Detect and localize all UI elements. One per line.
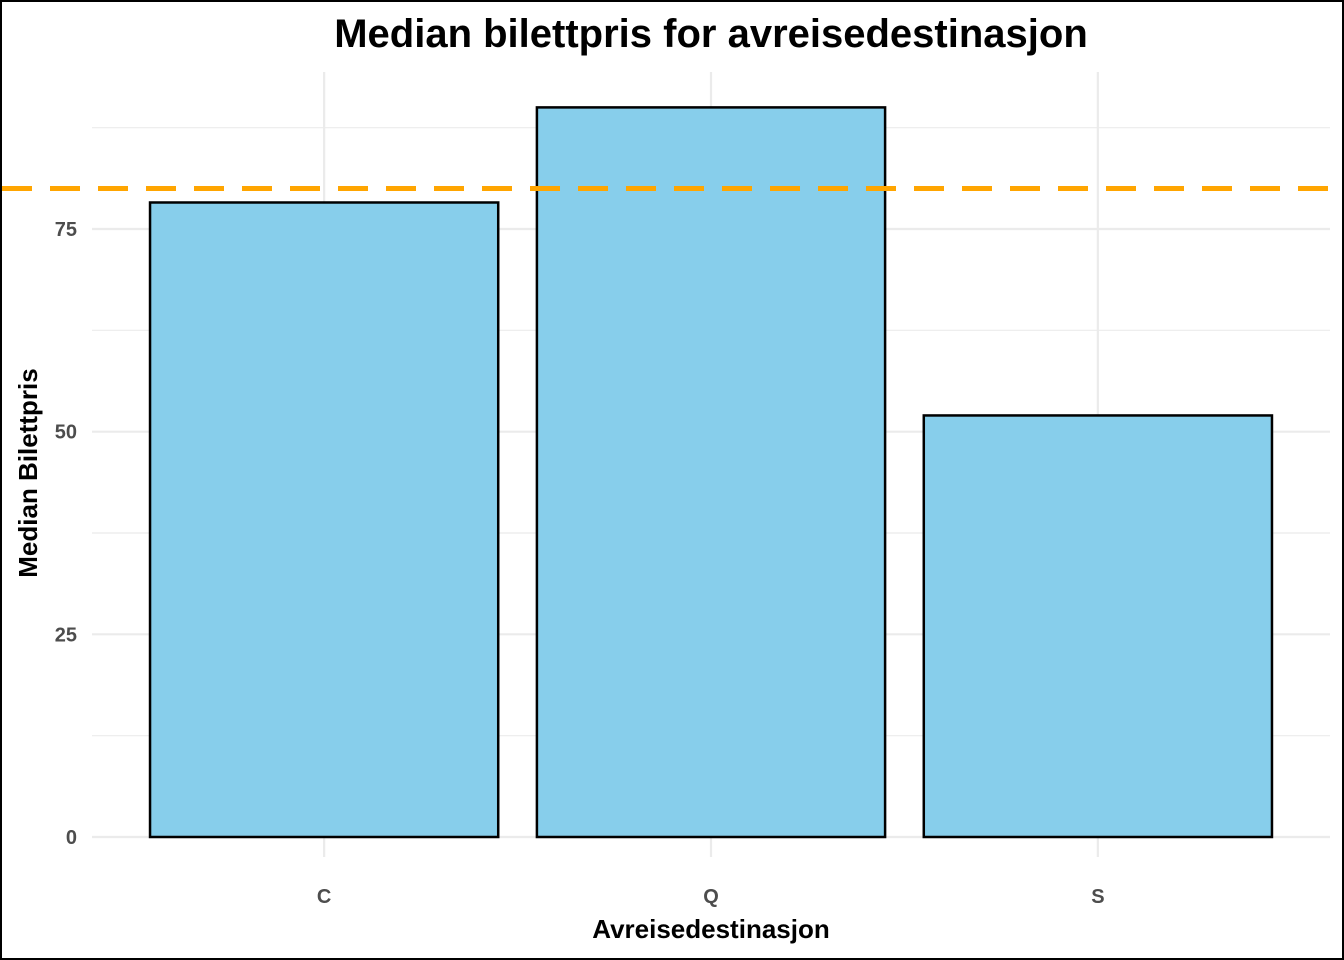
tick-labels: 0 25 50 75 C Q S [55, 219, 1105, 908]
x-tick-label: S [1091, 886, 1104, 908]
y-tick-label: 50 [55, 422, 77, 444]
y-axis-title: Median Bilettpris [13, 368, 43, 577]
y-tick-label: 75 [55, 219, 77, 241]
y-tick-label: 0 [66, 827, 77, 849]
bar-q [535, 106, 887, 839]
x-tick-label: C [317, 886, 331, 908]
bars [148, 106, 1274, 839]
bar-s [922, 414, 1274, 839]
bar-c [148, 201, 500, 839]
y-tick-label: 25 [55, 624, 77, 646]
x-axis-title: Avreisedestinasjon [592, 914, 829, 944]
x-tick-label: Q [703, 886, 719, 908]
chart-title: Median bilettpris for avreisedestinasjon [334, 12, 1088, 56]
